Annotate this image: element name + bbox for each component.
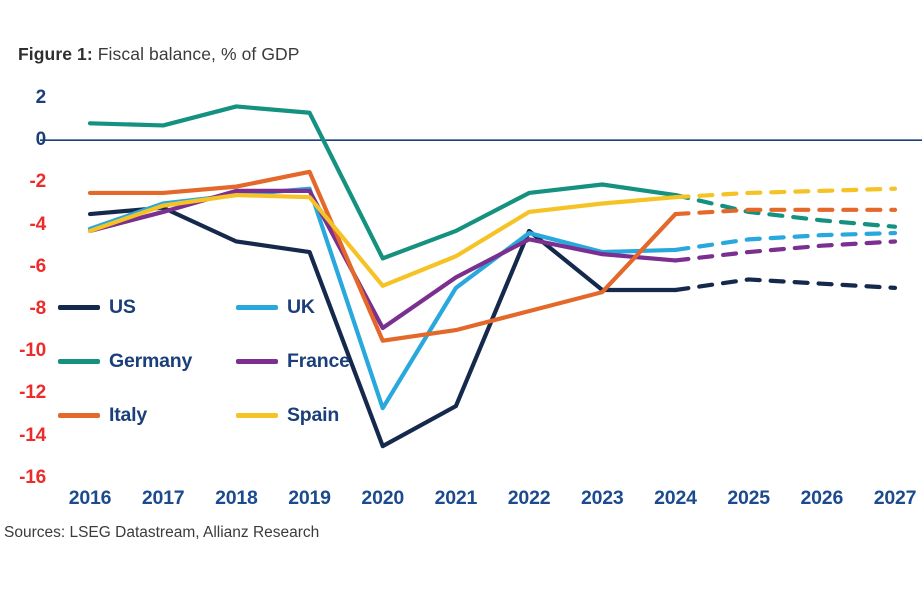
legend-swatch-uk xyxy=(236,305,278,310)
legend-label-italy: Italy xyxy=(109,404,148,426)
series-line-forecast xyxy=(673,207,898,217)
legend-item-spain[interactable]: Spain xyxy=(236,404,339,427)
y-tick-label: -14 xyxy=(19,424,46,446)
y-tick-label: -4 xyxy=(29,213,47,235)
x-tick-label-2016: 2016 xyxy=(68,487,112,509)
legend-label-france: France xyxy=(287,350,350,372)
x-tick-label-2017: 2017 xyxy=(141,487,185,509)
x-tick-label-2027: 2027 xyxy=(873,487,917,509)
y-tick-label: 2 xyxy=(35,87,47,108)
series-italy xyxy=(87,169,898,343)
legend-swatch-spain xyxy=(236,413,278,418)
legend-item-germany[interactable]: Germany xyxy=(58,350,192,373)
series-line-actual xyxy=(87,188,678,331)
series-line-forecast xyxy=(673,277,898,293)
figure-title-rest: Fiscal balance, % of GDP xyxy=(92,44,300,64)
legend-label-uk: UK xyxy=(287,296,315,318)
y-tick-label: -16 xyxy=(19,466,46,488)
legend-swatch-italy xyxy=(58,413,100,418)
series-us xyxy=(87,205,898,449)
sources-note: Sources: LSEG Datastream, Allianz Resear… xyxy=(4,524,320,541)
chart-legend: US UK Germany France Italy Spain xyxy=(58,296,388,436)
figure-title-lead: Figure 1: xyxy=(18,44,93,64)
x-tick-label-2020: 2020 xyxy=(361,487,405,509)
series-line-actual xyxy=(87,169,678,343)
legend-item-us[interactable]: US xyxy=(58,296,136,319)
series-line-actual xyxy=(87,192,678,288)
legend-label-germany: Germany xyxy=(109,350,193,372)
series-germany xyxy=(87,104,898,261)
y-tick-label: -10 xyxy=(19,340,46,362)
x-tick-label-2022: 2022 xyxy=(507,487,551,509)
series-line-forecast xyxy=(673,230,898,253)
x-tick-label-2025: 2025 xyxy=(727,487,770,509)
x-tick-label-2024: 2024 xyxy=(654,487,697,509)
series-line-forecast xyxy=(673,192,898,229)
legend-swatch-france xyxy=(236,359,278,364)
legend-item-france[interactable]: France xyxy=(236,350,350,373)
series-france xyxy=(87,188,898,331)
x-tick-label-2023: 2023 xyxy=(580,487,624,509)
legend-label-us: US xyxy=(109,296,136,318)
legend-item-italy[interactable]: Italy xyxy=(58,404,147,427)
series-line-actual xyxy=(87,205,678,449)
x-tick-label-2019: 2019 xyxy=(288,487,331,509)
x-tick-label-2018: 2018 xyxy=(215,487,258,509)
x-tick-label-2026: 2026 xyxy=(800,487,844,509)
legend-swatch-us xyxy=(58,305,100,310)
series-line-forecast xyxy=(673,239,898,263)
series-line-actual xyxy=(87,104,678,261)
y-tick-label: -12 xyxy=(19,382,46,404)
y-tick-label: 0 xyxy=(35,129,47,151)
series-line-forecast xyxy=(673,186,898,200)
y-tick-label: -2 xyxy=(29,171,47,193)
y-tick-label: -6 xyxy=(29,255,47,277)
x-tick-label-2021: 2021 xyxy=(434,487,478,509)
legend-item-uk[interactable]: UK xyxy=(236,296,315,319)
y-tick-label: -8 xyxy=(29,298,47,319)
series-spain xyxy=(87,186,898,288)
legend-swatch-germany xyxy=(58,359,100,364)
figure-title: Figure 1: Fiscal balance, % of GDP xyxy=(18,44,300,65)
legend-label-spain: Spain xyxy=(287,404,340,426)
